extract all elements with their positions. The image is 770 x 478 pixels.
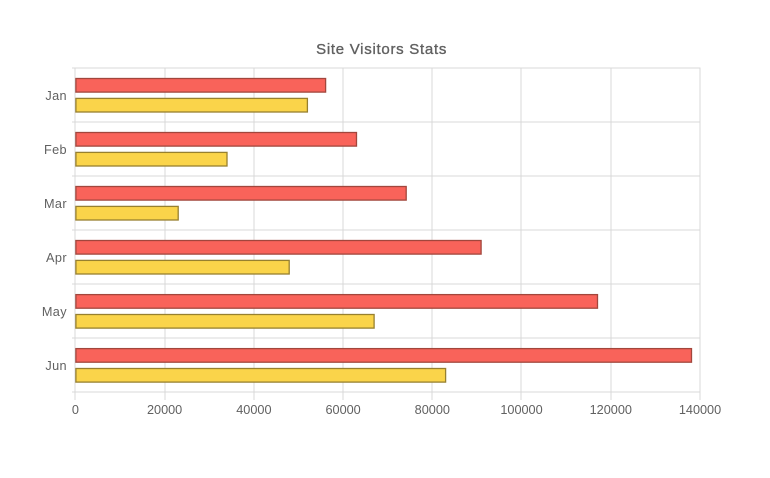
svg-text:Feb: Feb: [44, 143, 67, 157]
svg-text:Jan: Jan: [45, 89, 67, 103]
svg-text:20000: 20000: [147, 403, 182, 417]
svg-text:40000: 40000: [236, 403, 271, 417]
svg-text:60000: 60000: [325, 403, 360, 417]
svg-text:0: 0: [72, 403, 79, 417]
svg-text:80000: 80000: [415, 403, 450, 417]
svg-text:May: May: [42, 305, 67, 319]
svg-text:Site Visitors Stats: Site Visitors Stats: [316, 41, 447, 58]
svg-text:100000: 100000: [500, 403, 542, 417]
svg-text:140000: 140000: [679, 403, 721, 417]
svg-text:Mar: Mar: [44, 197, 67, 211]
svg-text:120000: 120000: [590, 403, 632, 417]
svg-text:Apr: Apr: [46, 251, 67, 265]
svg-text:Jun: Jun: [45, 359, 67, 373]
